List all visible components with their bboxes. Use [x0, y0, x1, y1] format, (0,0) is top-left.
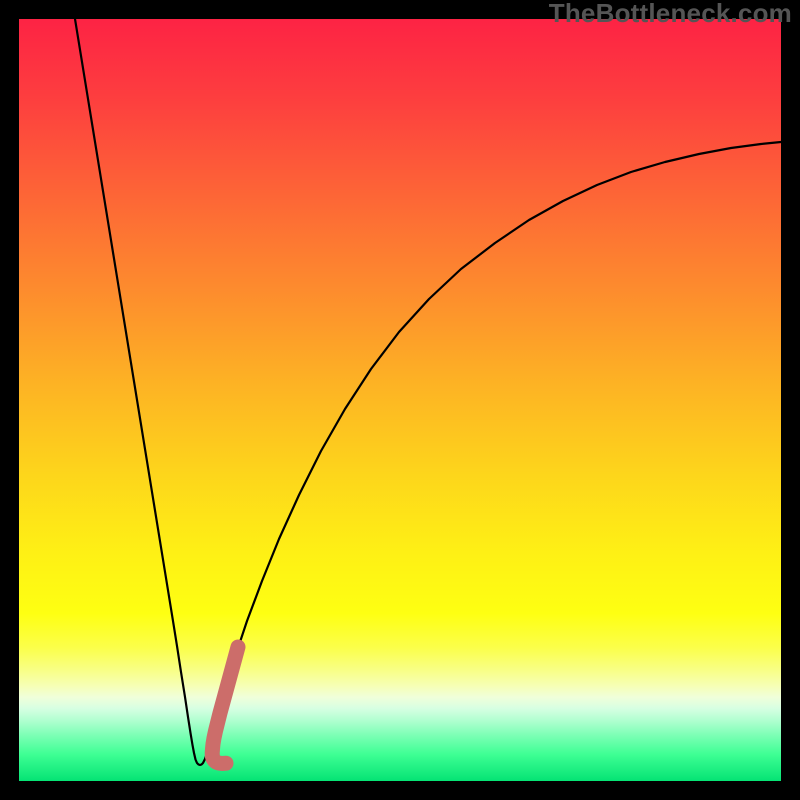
plot-area: [19, 19, 781, 781]
bottleneck-curve: [75, 19, 781, 765]
curve-layer: [19, 19, 781, 781]
watermark-text: TheBottleneck.com: [549, 0, 792, 29]
selection-marker: [212, 647, 238, 764]
